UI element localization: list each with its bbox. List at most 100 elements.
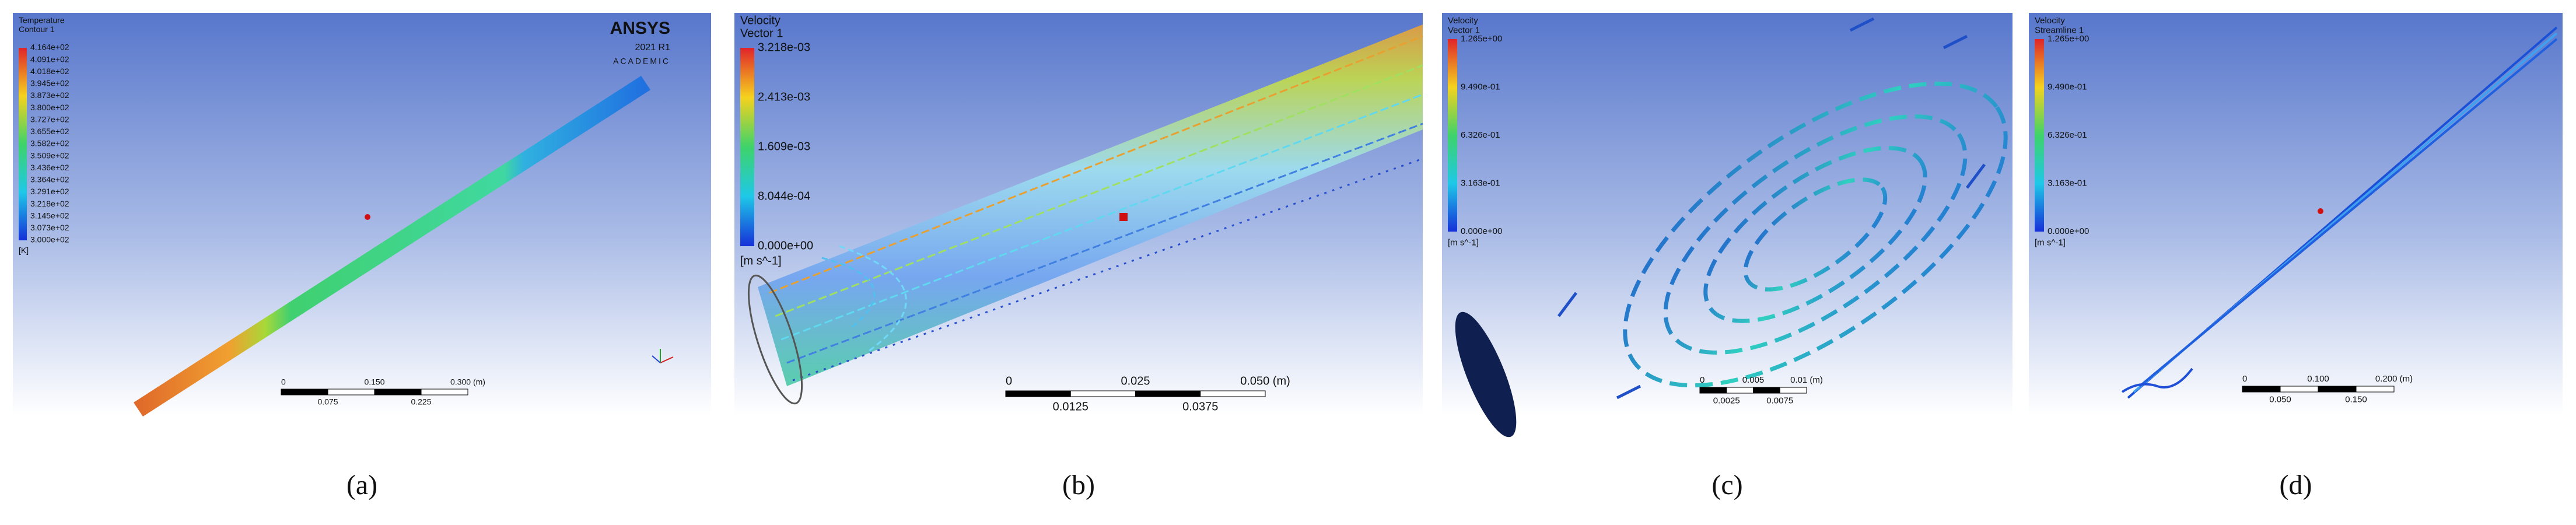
scale-label: 0 — [281, 377, 286, 387]
legend-title: Velocity — [740, 14, 780, 27]
scale-label: 0.075 — [317, 397, 338, 406]
scale-segment — [374, 388, 422, 396]
legend-label: 4.018e+02 — [30, 66, 69, 76]
marker — [1119, 213, 1128, 221]
scale-label: 0.050 — [2269, 394, 2291, 404]
legend-title: Velocity — [2035, 16, 2065, 26]
legend-label: 3.436e+02 — [30, 163, 69, 172]
legend-label: 9.490e-01 — [2048, 82, 2087, 92]
legend-label: 3.727e+02 — [30, 114, 69, 124]
logo-edition: ACADEMIC — [613, 57, 670, 66]
legend-bar — [2035, 39, 2044, 232]
scale-segment — [1779, 387, 1807, 394]
caption: (a) — [346, 470, 377, 501]
scale-label: 0.150 — [2345, 394, 2367, 404]
legend-label: 3.364e+02 — [30, 175, 69, 184]
marker — [365, 214, 370, 220]
caption: (d) — [2280, 470, 2312, 501]
scale-label: 0.0375 — [1182, 400, 1218, 413]
legend-label: 1.609e-03 — [758, 140, 810, 153]
scale-segment — [1726, 387, 1754, 394]
scale-label: 0.100 — [2307, 374, 2329, 384]
scale-label: 0.150 — [364, 377, 384, 387]
legend-label: 3.509e+02 — [30, 150, 69, 160]
scale-segment — [2280, 386, 2319, 393]
legend-unit: [m s^-1] — [740, 254, 782, 267]
legend-label: 6.326e-01 — [1461, 130, 1500, 140]
viewport — [13, 13, 711, 415]
scale-label: 0.225 — [411, 397, 431, 406]
legend-label: 0.000e+00 — [2048, 226, 2089, 236]
legend-label: 2.413e-03 — [758, 90, 810, 103]
legend-label: 3.655e+02 — [30, 127, 69, 136]
legend-label: 3.073e+02 — [30, 223, 69, 232]
legend-label: 3.163e-01 — [1461, 178, 1500, 188]
scale-label: 0.200 (m) — [2375, 374, 2413, 384]
legend-label: 9.490e-01 — [1461, 82, 1500, 92]
scale-label: 0.005 — [1742, 375, 1765, 385]
caption: (c) — [1712, 470, 1742, 501]
scale-label: 0.0025 — [1713, 396, 1740, 405]
vectors — [769, 35, 1423, 382]
inlet — [1455, 312, 1517, 438]
scale-segment — [2356, 386, 2395, 393]
legend-unit: [K] — [19, 246, 29, 255]
scale-label: 0 — [1006, 374, 1012, 387]
scale-segment — [1135, 390, 1201, 397]
logo-name: ANSYS — [610, 19, 670, 38]
legend-label: 3.582e+02 — [30, 139, 69, 148]
legend-label: 4.091e+02 — [30, 54, 69, 64]
axis-triad — [652, 349, 674, 363]
legend-label: 3.218e+02 — [30, 199, 69, 208]
viewport — [2029, 13, 2563, 415]
marker — [2318, 208, 2323, 214]
scale-segment — [1753, 387, 1780, 394]
legend-label: 3.163e-01 — [2048, 178, 2087, 188]
viewport — [1442, 13, 2013, 415]
legend-title: Velocity — [1448, 16, 1478, 26]
scale-segment — [421, 388, 468, 396]
scale-segment — [2242, 386, 2281, 393]
legend-label: 3.291e+02 — [30, 187, 69, 196]
scale-label: 0 — [2242, 374, 2247, 384]
legend-label: 0.000e+00 — [758, 239, 813, 252]
legend-bar — [19, 48, 27, 240]
legend-label: 3.218e-03 — [758, 41, 810, 54]
legend-label: 3.945e+02 — [30, 79, 69, 88]
scale-label: 0.025 — [1121, 374, 1150, 387]
legend-label: 3.000e+02 — [30, 235, 69, 244]
legend-label: 3.873e+02 — [30, 90, 69, 100]
legend-subtitle: Vector 1 — [740, 27, 783, 40]
streamlines — [2121, 26, 2558, 399]
vortex — [1623, 81, 2008, 388]
scale-segment — [281, 388, 328, 396]
legend-label: 8.044e-04 — [758, 190, 810, 202]
scale-segment — [1005, 390, 1071, 397]
legend-subtitle: Streamline 1 — [2035, 25, 2084, 35]
scale-label: 0.050 (m) — [1240, 374, 1290, 387]
scale-segment — [1070, 390, 1136, 397]
scale-segment — [327, 388, 375, 396]
flow-band — [758, 24, 1423, 386]
vectors — [1558, 17, 1986, 400]
scale-label: 0.01 (m) — [1790, 375, 1823, 385]
legend-label: 6.326e-01 — [2048, 130, 2087, 140]
legend-subtitle: Vector 1 — [1448, 25, 1480, 35]
scale-label: 0.0075 — [1766, 396, 1793, 405]
legend-subtitle: Contour 1 — [19, 24, 55, 34]
legend-title: Temperature — [19, 16, 65, 25]
scale-segment — [2318, 386, 2357, 393]
legend-bar — [740, 48, 754, 246]
logo-version: 2021 R1 — [635, 43, 671, 52]
legend-unit: [m s^-1] — [1448, 237, 1479, 247]
legend-label: 3.145e+02 — [30, 211, 69, 220]
legend-label: 1.265e+00 — [1461, 34, 1502, 44]
scale-segment — [1699, 387, 1727, 394]
inlet — [747, 274, 803, 405]
pipe — [134, 76, 650, 416]
